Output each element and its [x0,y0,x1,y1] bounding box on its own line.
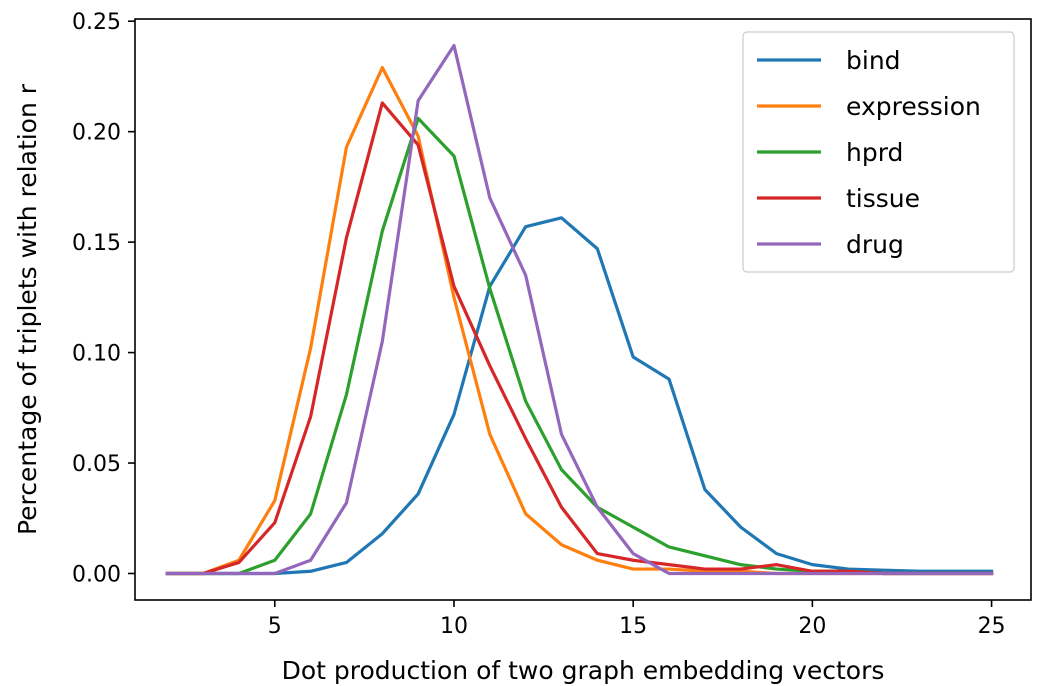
y-tick-label: 0.05 [72,452,121,477]
x-tick-label: 15 [619,614,647,639]
legend-label-hprd: hprd [846,138,903,167]
y-tick-label: 0.15 [72,231,121,256]
x-axis-label: Dot production of two graph embedding ve… [282,656,885,685]
series-line-drug [165,43,994,576]
series-layer [165,43,994,576]
legend-box [742,31,1015,273]
series-line-tissue [165,101,994,576]
y-tick-label: 0.00 [72,562,121,587]
x-tick-label: 20 [798,614,826,639]
x-axis-ticks: 5 10 15 20 25 [268,600,1006,639]
x-tick-label: 5 [268,614,282,639]
legend-label-tissue: tissue [846,184,920,213]
y-tick-label: 0.10 [72,342,121,367]
y-tick-label: 0.25 [72,10,121,35]
y-axis-ticks: 0.00 0.05 0.10 0.15 0.20 0.25 [72,10,135,587]
y-axis-label: Percentage of triplets with relation r [13,83,42,535]
legend-label-bind: bind [846,46,901,75]
legend-label-drug: drug [846,230,904,259]
plot-frame [134,18,1032,601]
legend-label-expression: expression [846,92,981,121]
series-line-bind [165,216,994,576]
legend-items: bind expression hprd tissue drug [757,46,981,259]
legend: bind expression hprd tissue drug [742,31,1015,273]
y-tick-label: 0.20 [72,121,121,146]
x-tick-label: 25 [978,614,1006,639]
x-tick-label: 10 [440,614,468,639]
